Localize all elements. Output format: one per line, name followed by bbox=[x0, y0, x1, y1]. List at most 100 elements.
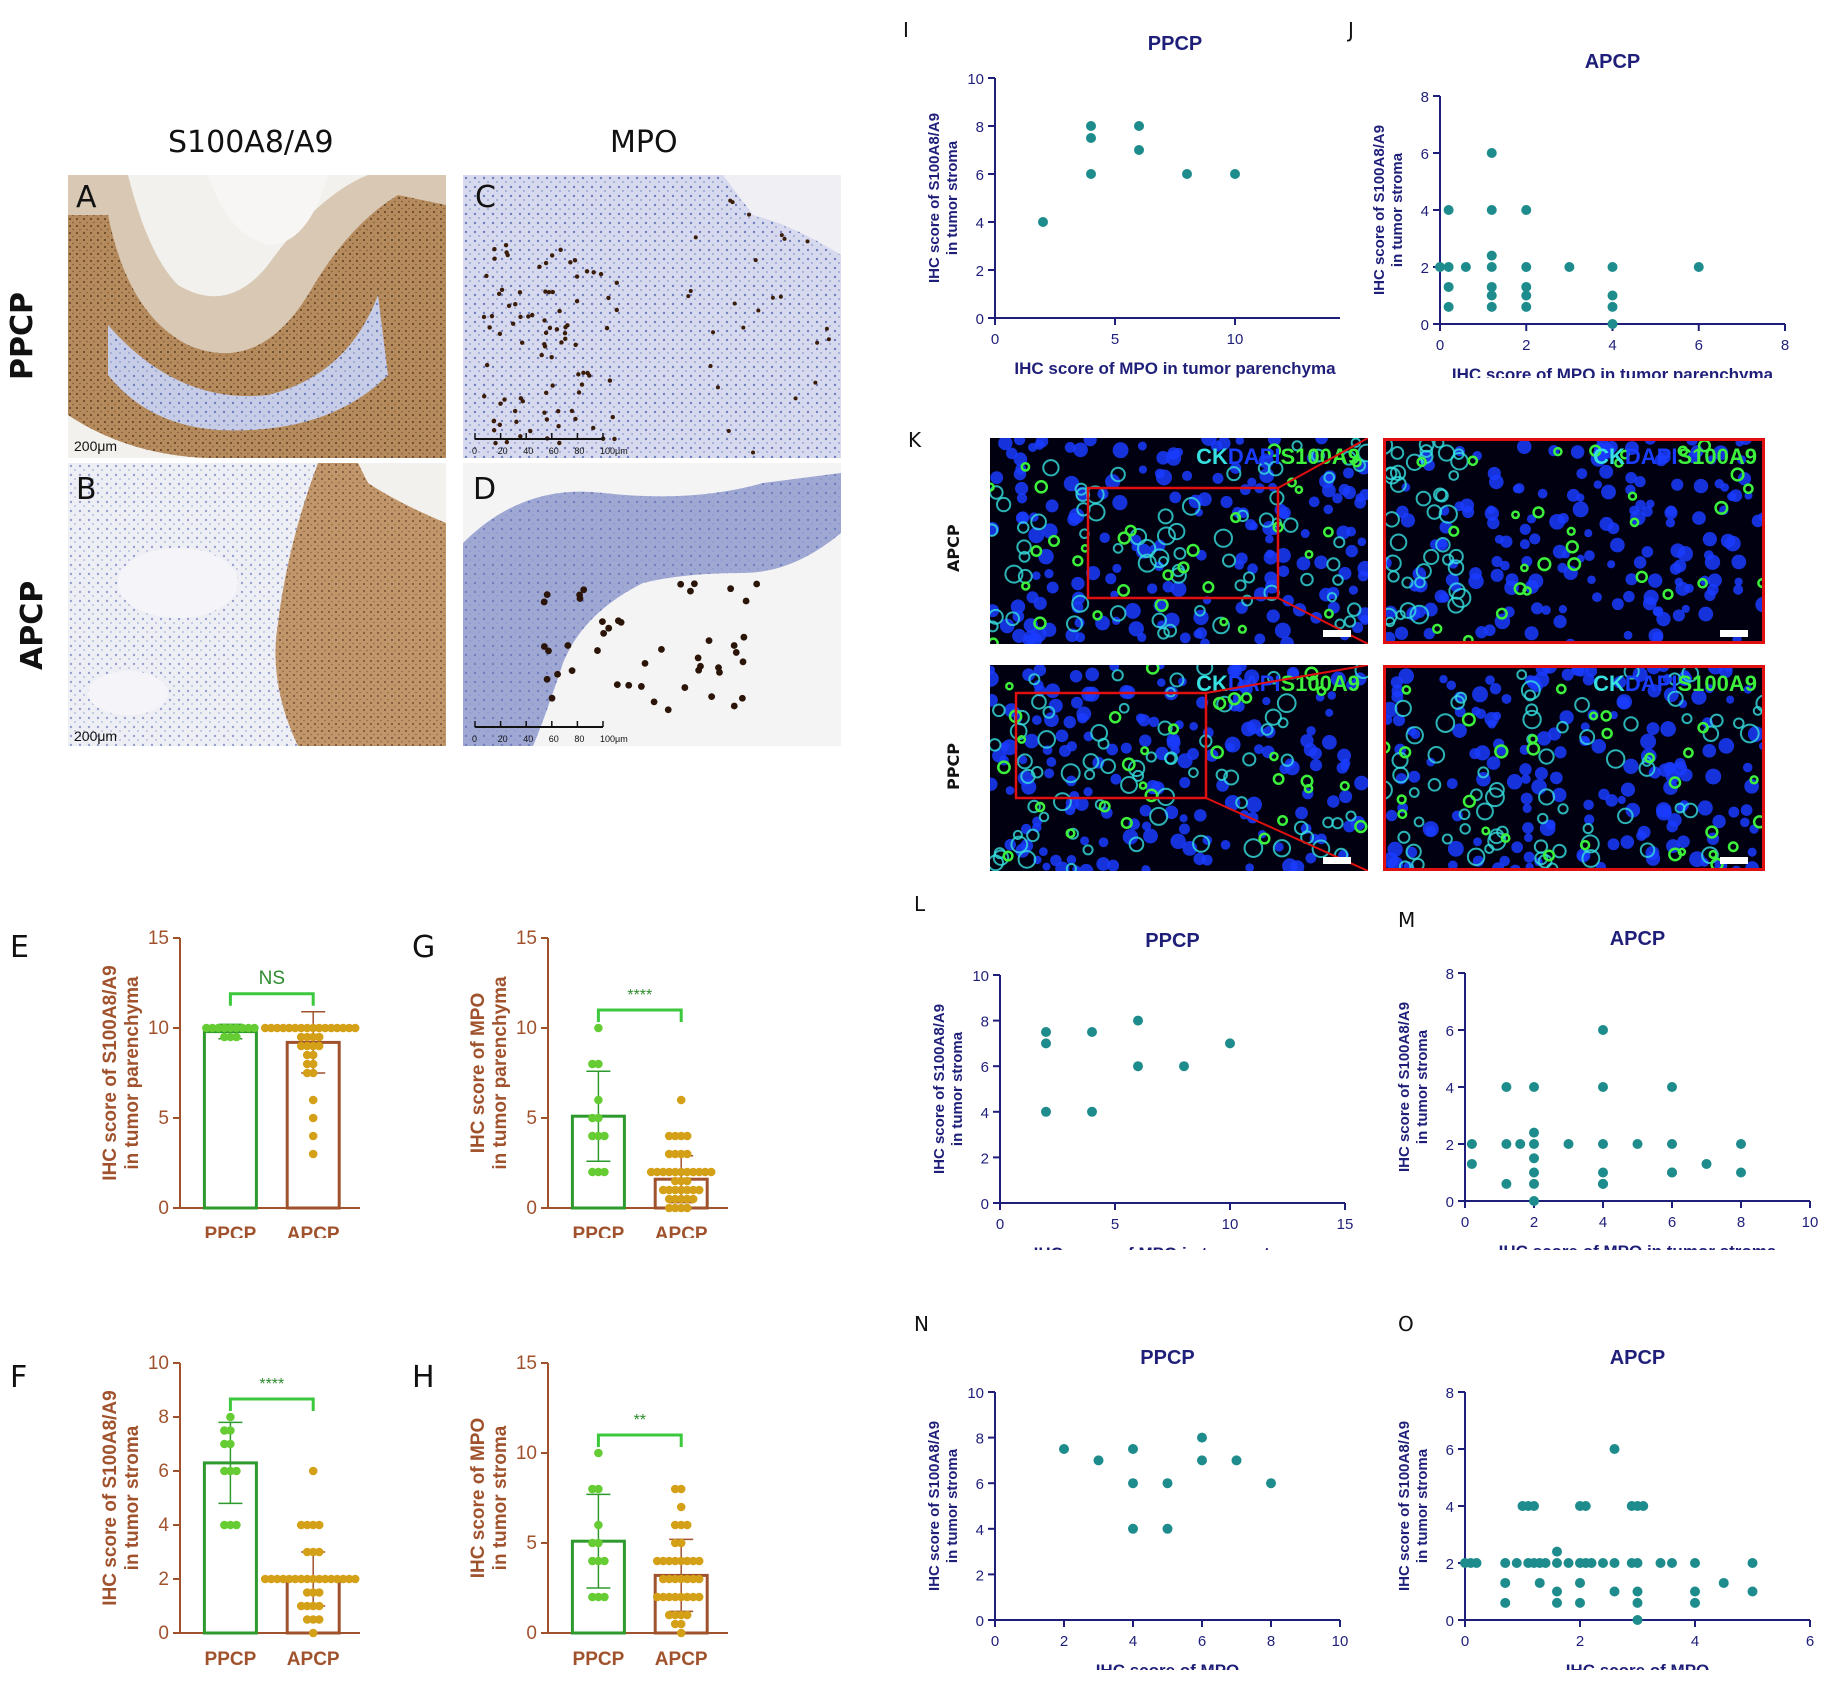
y-tick-label: 0 bbox=[158, 1623, 169, 1644]
data-point bbox=[226, 1426, 235, 1435]
data-point bbox=[676, 1502, 686, 1512]
data-point bbox=[664, 1149, 674, 1159]
histology-panel-d-letter: D bbox=[473, 472, 496, 507]
data-point bbox=[1133, 1061, 1143, 1072]
y-tick-label: 6 bbox=[1421, 146, 1429, 163]
data-point bbox=[1563, 1139, 1574, 1149]
data-point bbox=[1609, 1558, 1620, 1568]
data-point bbox=[1632, 1597, 1643, 1608]
data-point bbox=[658, 1167, 668, 1177]
data-point bbox=[1443, 281, 1454, 292]
data-point bbox=[308, 1059, 318, 1069]
data-point bbox=[658, 1556, 668, 1566]
significance-bracket bbox=[596, 1008, 683, 1022]
y-tick-label: 5 bbox=[526, 1533, 537, 1554]
y-axis-label: IHC score of S100A8/A9in tumor stroma bbox=[1396, 1421, 1431, 1591]
x-tick-label: 2 bbox=[1522, 337, 1530, 354]
data-point bbox=[226, 1023, 235, 1033]
x-tick-label: 10 bbox=[1332, 1633, 1349, 1650]
fluorescence-scalebar bbox=[1323, 857, 1351, 864]
chart-panel-h: H 0 5 10 15 IHC score of MPOin tumor stroma PP… bbox=[412, 1338, 818, 1668]
y-tick-label: 10 bbox=[967, 71, 984, 88]
x-axis-label: IHC score of MPO in tumor stroma bbox=[1499, 1242, 1777, 1250]
data-point bbox=[1443, 301, 1454, 312]
data-point bbox=[314, 1588, 324, 1597]
data-point bbox=[652, 1167, 662, 1177]
data-point bbox=[1607, 290, 1618, 301]
data-point bbox=[676, 1556, 686, 1566]
data-point bbox=[1529, 1178, 1539, 1189]
data-point bbox=[594, 1484, 603, 1494]
data-point bbox=[1607, 319, 1618, 329]
y-tick-label: 10 bbox=[967, 1385, 984, 1402]
data-point bbox=[1486, 148, 1497, 158]
panel-letter-m: M bbox=[1398, 908, 1416, 932]
data-point bbox=[676, 1538, 686, 1548]
data-point bbox=[308, 1520, 318, 1530]
x-tick-label: APCP bbox=[655, 1224, 708, 1238]
zoom-box bbox=[1086, 486, 1280, 600]
y-tick-label: 0 bbox=[976, 311, 984, 328]
data-point bbox=[338, 1023, 348, 1033]
data-point bbox=[594, 1095, 603, 1105]
svg-text:A: A bbox=[76, 180, 97, 215]
y-tick-label: 0 bbox=[158, 1198, 169, 1219]
data-point bbox=[594, 1113, 603, 1123]
data-point bbox=[1486, 301, 1497, 312]
data-point bbox=[1580, 1501, 1591, 1511]
y-tick-label: 8 bbox=[158, 1407, 169, 1428]
data-point bbox=[646, 1167, 656, 1177]
y-tick-label: 5 bbox=[158, 1108, 169, 1129]
data-point bbox=[314, 1574, 324, 1584]
data-point bbox=[670, 1203, 680, 1213]
data-point bbox=[308, 1149, 318, 1159]
data-point bbox=[314, 1615, 324, 1624]
data-point bbox=[272, 1023, 282, 1033]
data-point bbox=[326, 1574, 336, 1584]
data-point bbox=[688, 1185, 698, 1195]
zoom-frame bbox=[1383, 665, 1765, 871]
data-point bbox=[1552, 1558, 1562, 1568]
data-point bbox=[260, 1023, 270, 1033]
data-point bbox=[1134, 121, 1144, 131]
data-point bbox=[302, 1041, 312, 1051]
data-point bbox=[1747, 1586, 1758, 1597]
data-point bbox=[682, 1520, 692, 1530]
panel-letter-f: F bbox=[10, 1360, 28, 1395]
data-point bbox=[314, 1041, 324, 1051]
x-axis-label: IHC score of MPO in tumor parenchyma bbox=[1452, 365, 1774, 378]
data-point bbox=[320, 1023, 330, 1033]
data-point bbox=[232, 1466, 241, 1476]
chart-title: APCP bbox=[1610, 1347, 1666, 1369]
bar-ppcp bbox=[202, 1030, 258, 1210]
chart-panel-m: M 0 2 4 6 8 IHC score of S100A8/A9in tumor str… bbox=[1380, 890, 1834, 1250]
data-point bbox=[302, 1601, 312, 1611]
data-point bbox=[220, 1466, 229, 1476]
data-point bbox=[1667, 1082, 1677, 1092]
data-point bbox=[1486, 250, 1497, 261]
data-point bbox=[664, 1167, 674, 1177]
data-point bbox=[670, 1556, 680, 1566]
y-tick-label: 4 bbox=[1421, 203, 1429, 220]
data-point bbox=[296, 1041, 306, 1051]
data-point bbox=[308, 1095, 318, 1105]
data-point bbox=[1466, 1158, 1477, 1169]
data-point bbox=[1529, 1501, 1539, 1511]
y-tick-label: 6 bbox=[1446, 1442, 1454, 1459]
data-point bbox=[688, 1574, 698, 1584]
data-point bbox=[1086, 169, 1096, 179]
y-tick-label: 4 bbox=[158, 1515, 169, 1536]
y-tick-label: 2 bbox=[1446, 1137, 1454, 1154]
data-point bbox=[700, 1167, 710, 1177]
data-point bbox=[314, 1547, 324, 1557]
data-point bbox=[296, 1032, 306, 1042]
chart-panel-j: J 0 2 4 6 8 IHC score of S100A8/A9in tumor str… bbox=[1348, 18, 1820, 378]
y-tick-label: 2 bbox=[158, 1569, 169, 1590]
data-point bbox=[670, 1194, 680, 1204]
data-point bbox=[1041, 1027, 1051, 1037]
data-point bbox=[1690, 1597, 1700, 1608]
data-point bbox=[682, 1203, 692, 1213]
data-point bbox=[1521, 205, 1532, 215]
data-point bbox=[278, 1023, 288, 1033]
data-point bbox=[588, 1592, 597, 1602]
